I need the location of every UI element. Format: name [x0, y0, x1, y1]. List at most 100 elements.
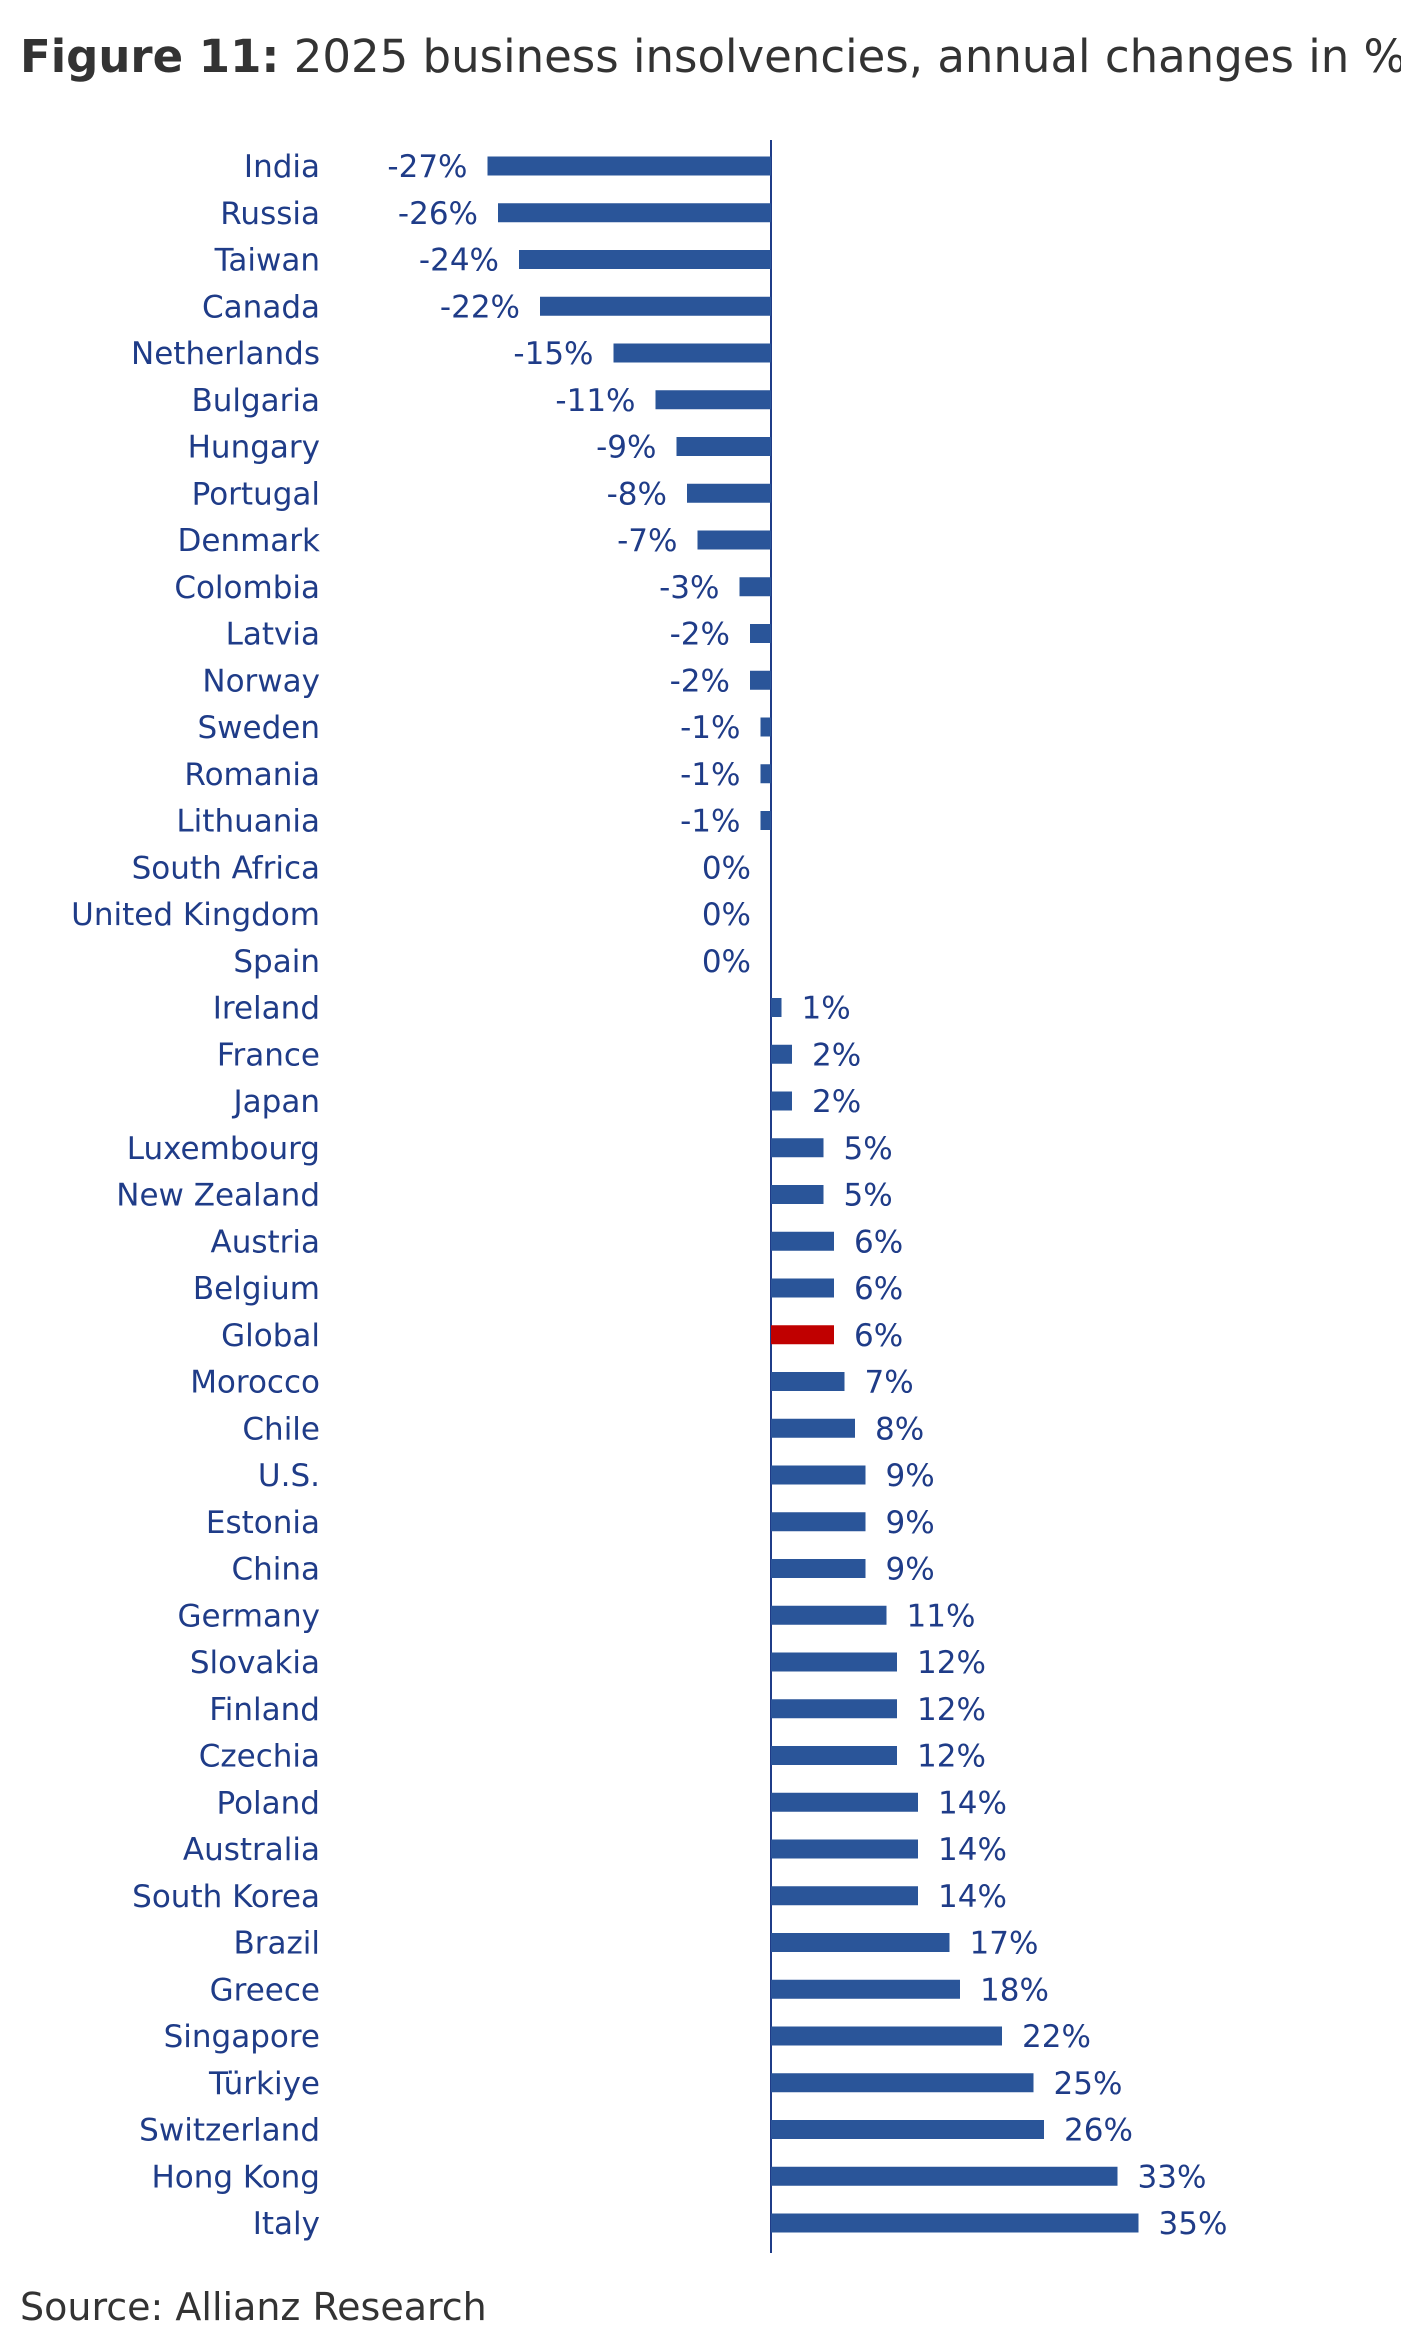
bar	[750, 670, 771, 690]
value-label: 22%	[1022, 2019, 1091, 2055]
category-label: Norway	[202, 663, 320, 699]
bar	[655, 390, 771, 410]
category-label: U.S.	[258, 1458, 320, 1494]
category-label: Denmark	[178, 523, 321, 559]
bar	[771, 1605, 887, 1625]
value-label: -15%	[513, 336, 593, 372]
category-label: India	[244, 149, 320, 185]
value-label: 26%	[1064, 2113, 1133, 2149]
bar	[771, 1652, 897, 1672]
value-label: 5%	[844, 1131, 893, 1167]
category-label: Hong Kong	[151, 2159, 320, 2195]
bar	[771, 1512, 866, 1532]
category-label: Australia	[183, 1832, 320, 1868]
category-label: Canada	[202, 289, 320, 325]
bar	[498, 203, 771, 223]
category-label: South Korea	[132, 1879, 320, 1915]
value-label: -2%	[670, 663, 730, 699]
bar	[771, 1839, 918, 1859]
category-label: Belgium	[193, 1271, 320, 1307]
bar	[760, 717, 771, 737]
category-label: Taiwan	[214, 243, 320, 279]
category-label: Bulgaria	[191, 383, 320, 419]
category-label: Czechia	[199, 1739, 320, 1775]
value-label: -7%	[617, 523, 677, 559]
value-label: 11%	[907, 1598, 976, 1634]
value-label: 12%	[917, 1739, 986, 1775]
category-label: Italy	[253, 2206, 320, 2242]
category-label: Japan	[232, 1084, 320, 1120]
bar	[771, 1418, 855, 1438]
value-label: -24%	[419, 243, 499, 279]
figure-title: 2025 business insolvencies, annual chang…	[293, 30, 1401, 83]
bar	[771, 2213, 1139, 2233]
category-label: France	[217, 1037, 320, 1073]
value-label: -2%	[670, 617, 730, 653]
bar	[771, 1886, 918, 1906]
value-label: -27%	[387, 149, 467, 185]
source-note: Source: Allianz Research	[20, 2285, 487, 2329]
bar	[771, 2166, 1118, 2186]
category-label: Romania	[184, 757, 320, 793]
category-label: Austria	[210, 1224, 320, 1260]
value-label: -22%	[440, 289, 520, 325]
value-label: -3%	[659, 570, 719, 606]
bar	[771, 1044, 792, 1064]
value-label: -26%	[398, 196, 478, 232]
value-label: 14%	[938, 1879, 1007, 1915]
value-label: 6%	[854, 1224, 903, 1260]
value-label: 1%	[802, 991, 851, 1027]
value-label: 18%	[980, 1972, 1049, 2008]
category-label: Türkiye	[208, 2066, 320, 2102]
category-label: Switzerland	[139, 2113, 320, 2149]
bar	[771, 1185, 824, 1204]
category-label: Germany	[178, 1598, 320, 1634]
value-label: 2%	[812, 1037, 861, 1073]
value-label: 14%	[938, 1832, 1007, 1868]
bar	[771, 998, 782, 1017]
value-label: 5%	[844, 1178, 893, 1214]
bar	[771, 1091, 792, 1111]
category-label: United Kingdom	[71, 897, 320, 933]
bar	[771, 1325, 834, 1345]
bar	[771, 2120, 1044, 2139]
bar	[771, 1933, 950, 1952]
value-label: 17%	[970, 1926, 1039, 1962]
category-label: Sweden	[197, 710, 320, 746]
bar	[739, 577, 771, 597]
category-label: Hungary	[188, 430, 320, 466]
bar	[613, 343, 771, 363]
category-label: Netherlands	[131, 336, 320, 372]
value-label: 0%	[702, 944, 751, 980]
value-label: -1%	[680, 804, 740, 840]
value-label: -1%	[680, 710, 740, 746]
bar	[697, 530, 771, 550]
value-label: 14%	[938, 1785, 1007, 1821]
category-label: Estonia	[206, 1505, 320, 1541]
category-label: New Zealand	[116, 1178, 320, 1214]
value-label: 2%	[812, 1084, 861, 1120]
value-label: 12%	[917, 1645, 986, 1681]
bar	[771, 1372, 845, 1391]
bar	[676, 437, 771, 456]
bar	[760, 764, 771, 784]
value-label: 25%	[1054, 2066, 1123, 2102]
value-label: 8%	[875, 1411, 924, 1447]
category-label: Spain	[233, 944, 320, 980]
category-label: Slovakia	[190, 1645, 320, 1681]
category-label: Latvia	[226, 617, 320, 653]
bar	[771, 1559, 866, 1578]
value-label: 6%	[854, 1271, 903, 1307]
bar	[771, 1699, 897, 1719]
value-label: -8%	[607, 476, 667, 512]
bar	[771, 1278, 834, 1298]
bar	[760, 811, 771, 830]
bar	[771, 1979, 960, 1999]
value-label: 9%	[886, 1458, 935, 1494]
bar	[771, 2073, 1034, 2093]
value-label: 33%	[1138, 2159, 1207, 2195]
value-label: -1%	[680, 757, 740, 793]
chart-title: Figure 11: 2025 business insolvencies, a…	[20, 30, 1401, 83]
category-label: Morocco	[190, 1365, 320, 1401]
category-label: Lithuania	[176, 804, 320, 840]
